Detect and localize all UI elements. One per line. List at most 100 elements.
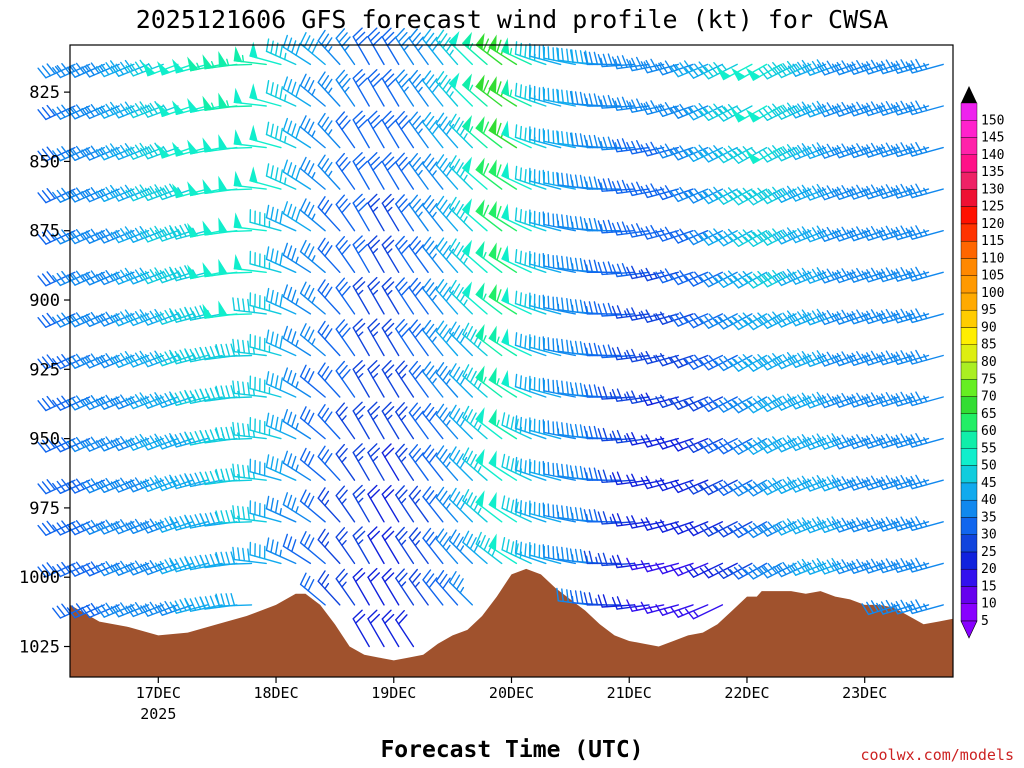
barb-half-feather xyxy=(712,484,719,491)
barb-full-feather xyxy=(154,475,163,487)
barb-full-feather xyxy=(593,176,599,190)
wind-barb xyxy=(890,183,930,199)
wind-barb xyxy=(381,609,400,648)
barb-full-feather xyxy=(602,261,608,275)
barb-full-feather xyxy=(125,397,135,410)
barb-half-feather xyxy=(761,566,768,573)
barb-full-feather xyxy=(597,594,603,608)
wind-barb xyxy=(317,279,341,315)
barb-full-feather xyxy=(286,78,293,93)
barb-full-feather xyxy=(556,463,559,477)
barb-half-feather xyxy=(908,312,913,320)
barb-full-feather xyxy=(801,475,811,488)
colorbar-label: 80 xyxy=(981,355,997,370)
barb-full-feather xyxy=(41,564,52,576)
barb-half-feather xyxy=(386,414,393,421)
barb-full-feather xyxy=(650,224,658,238)
barb-full-feather xyxy=(786,227,796,239)
barb-full-feather xyxy=(442,244,451,257)
wind-barb xyxy=(249,124,282,149)
barb-pennant xyxy=(475,157,485,176)
barb-full-feather xyxy=(303,118,311,131)
barb-full-feather xyxy=(831,146,840,159)
barb-half-feather xyxy=(834,105,840,113)
barb-full-feather xyxy=(411,157,421,169)
wind-barb xyxy=(265,412,297,440)
wind-barb xyxy=(448,363,473,398)
barb-full-feather xyxy=(597,178,603,192)
barb-full-feather xyxy=(352,152,363,163)
barb-full-feather xyxy=(230,343,236,357)
wind-barb xyxy=(249,209,282,232)
barb-full-feather xyxy=(299,489,307,502)
barb-half-feather xyxy=(864,313,869,320)
barb-full-feather xyxy=(792,521,802,533)
barb-full-feather xyxy=(109,60,119,72)
barb-full-feather xyxy=(144,520,154,532)
barb-full-feather xyxy=(752,356,763,367)
colorbar-label: 140 xyxy=(981,148,1004,163)
barb-full-feather xyxy=(338,73,348,85)
barb-half-feather xyxy=(98,106,105,114)
barb-full-feather xyxy=(189,348,197,362)
barb-full-feather xyxy=(317,487,326,499)
colorbar-swatch xyxy=(960,292,978,311)
wind-barb xyxy=(66,561,106,577)
wind-barb xyxy=(685,604,724,620)
wind-barb xyxy=(422,195,444,232)
barb-full-feather xyxy=(320,574,330,586)
barb-full-feather xyxy=(645,434,653,447)
barb-full-feather xyxy=(895,517,904,530)
barb-half-feather xyxy=(54,65,61,73)
barb-half-feather xyxy=(311,130,316,138)
barb-full-feather xyxy=(626,100,633,113)
wind-barb xyxy=(501,78,532,107)
barb-full-feather xyxy=(411,32,421,44)
wind-barb xyxy=(249,292,282,315)
barb-full-feather xyxy=(519,125,522,140)
wind-barb xyxy=(299,364,326,398)
barb-full-feather xyxy=(670,398,679,410)
barb-full-feather xyxy=(556,255,559,269)
barb-half-feather xyxy=(878,562,884,570)
barb-full-feather xyxy=(384,114,395,126)
barb-full-feather xyxy=(636,56,643,70)
barb-full-feather xyxy=(566,589,569,603)
barb-full-feather xyxy=(369,31,380,42)
barb-full-feather xyxy=(719,150,729,161)
barb-full-feather xyxy=(335,485,345,497)
barb-half-feather xyxy=(113,605,119,613)
barb-half-feather xyxy=(162,104,168,111)
barb-full-feather xyxy=(247,298,251,313)
barb-full-feather xyxy=(802,272,811,284)
wind-barb xyxy=(905,58,944,74)
barb-full-feather xyxy=(752,481,763,492)
barb-half-feather xyxy=(252,430,256,438)
barb-half-feather xyxy=(600,140,604,149)
barb-full-feather xyxy=(689,148,699,160)
barb-full-feather xyxy=(836,560,845,573)
wind-barb xyxy=(787,226,827,244)
barb-full-feather xyxy=(797,144,806,157)
wind-barb xyxy=(475,74,503,107)
barb-full-feather xyxy=(900,558,908,571)
barb-full-feather xyxy=(179,474,187,487)
wind-barb xyxy=(861,309,900,325)
barb-full-feather xyxy=(645,142,653,156)
barb-full-feather xyxy=(355,489,366,500)
barb-full-feather xyxy=(885,350,894,363)
barb-half-feather xyxy=(780,230,786,237)
barb-full-feather xyxy=(694,146,704,158)
barb-full-feather xyxy=(46,437,56,449)
barb-full-feather xyxy=(341,369,351,380)
barb-half-feather xyxy=(400,456,407,463)
wind-barb xyxy=(475,407,503,440)
barb-full-feather xyxy=(61,270,71,282)
barb-full-feather xyxy=(611,513,618,527)
barb-half-feather xyxy=(469,84,474,92)
wind-barb xyxy=(655,226,694,242)
barb-full-feather xyxy=(115,354,125,367)
barb-full-feather xyxy=(204,471,211,485)
wind-barb xyxy=(501,328,532,357)
wind-barb xyxy=(488,284,518,315)
